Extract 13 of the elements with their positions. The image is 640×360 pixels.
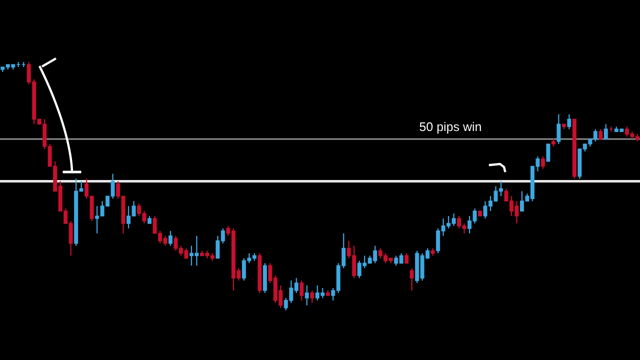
candlestick	[300, 280, 304, 301]
candlestick	[304, 284, 309, 306]
candlestick	[546, 144, 550, 162]
candlestick	[410, 268, 414, 292]
candlestick	[310, 290, 314, 304]
candlestick	[168, 230, 172, 246]
candlestick	[404, 252, 409, 264]
candlestick	[540, 156, 545, 170]
annotation: 50 pips win	[420, 122, 481, 134]
candlestick	[567, 114, 572, 130]
candlestick	[598, 128, 603, 140]
candlestick	[556, 114, 561, 145]
candlestick	[604, 124, 608, 140]
